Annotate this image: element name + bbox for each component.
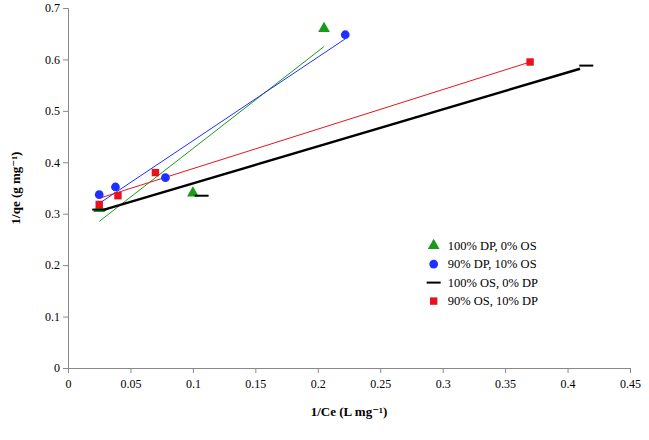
x-tick-label: 0.2: [311, 377, 326, 391]
plot: 0 0.05 0.1 0.15 0.2 0.25 0.3 0.35 0.4 0.45 0 0.1 0.2…: [45, 1, 641, 391]
y-tick-mark: [63, 8, 68, 9]
x-tick: 0.4: [561, 368, 576, 391]
x-axis: 0 0.05 0.1 0.15 0.2 0.25 0.3 0.35 0.4 0.45: [66, 368, 642, 391]
trend-line: [99, 62, 530, 198]
y-tick-label: 0.6: [45, 53, 60, 67]
y-tick: 0.5: [45, 104, 68, 118]
x-tick: 0.35: [495, 368, 516, 391]
trend-line: [99, 47, 324, 222]
point: [114, 192, 121, 199]
x-tick-label: 0.35: [495, 377, 516, 391]
point: [318, 22, 330, 32]
chart: 0 0.05 0.1 0.15 0.2 0.25 0.3 0.35 0.4 0.45 0 0.1 0.2…: [0, 0, 649, 440]
x-axis-title: 1/Ce (L mg⁻¹): [311, 404, 387, 419]
x-tick-label: 0.3: [436, 377, 451, 391]
x-tick: 0.25: [370, 368, 391, 391]
y-tick-mark: [63, 317, 68, 318]
y-tick: 0.7: [45, 1, 68, 15]
y-tick-label: 0.2: [45, 258, 60, 272]
y-tick: 0.6: [45, 53, 68, 67]
x-tick: 0.15: [245, 368, 266, 391]
legend: 100% DP, 0% OS 90% DP, 10% OS 100% OS, 0% …: [427, 239, 538, 309]
y-tick-mark: [63, 214, 68, 215]
legend-label: 90% DP, 10% OS: [448, 257, 537, 271]
trend-line: [99, 69, 580, 211]
y-tick: 0.1: [45, 310, 68, 324]
y-tick: 0.3: [45, 207, 68, 221]
x-tick-label: 0.05: [120, 377, 141, 391]
x-tick-mark: [443, 368, 444, 373]
y-axis: 0 0.1 0.2 0.3 0.4 0.5 0.6 0.7: [45, 1, 69, 375]
y-axis-line: [63, 9, 69, 369]
legend-marker: [428, 239, 440, 249]
x-tick-label: 0.25: [370, 377, 391, 391]
x-tick-mark: [505, 368, 506, 373]
point: [92, 209, 106, 211]
x-tick-label: 0.1: [186, 377, 201, 391]
y-tick-label: 0: [54, 361, 60, 375]
point: [579, 65, 593, 67]
x-tick-mark: [380, 368, 381, 373]
y-tick: 0: [54, 361, 68, 375]
legend-marker: [427, 282, 441, 284]
y-tick: 0.2: [45, 258, 68, 272]
y-tick-mark: [63, 265, 68, 266]
legend-label: 100% OS, 0% DP: [448, 276, 538, 290]
legend-label: 100% DP, 0% OS: [448, 239, 537, 253]
legend-marker: [429, 260, 438, 269]
y-tick-label: 0.1: [45, 310, 60, 324]
x-tick-label: 0.15: [245, 377, 266, 391]
y-tick-label: 0.3: [45, 207, 60, 221]
y-tick-mark: [63, 111, 68, 112]
legend-entry: 100% DP, 0% OS: [428, 239, 537, 253]
point: [161, 173, 170, 182]
x-axis-line: [69, 369, 631, 374]
y-axis-title: 1/qe (g mg⁻¹): [8, 152, 23, 225]
x-tick-mark: [130, 368, 131, 373]
x-tick: 0: [66, 368, 72, 391]
y-tick-label: 0.5: [45, 104, 60, 118]
x-tick-mark: [568, 368, 569, 373]
x-tick-mark: [318, 368, 319, 373]
trend-line: [99, 39, 345, 204]
x-tick: 0.3: [436, 368, 451, 391]
point: [152, 169, 159, 176]
point: [95, 190, 104, 199]
legend-label: 90% OS, 10% DP: [448, 294, 538, 308]
x-tick-label: 0.45: [620, 377, 641, 391]
x-tick: 0.05: [120, 368, 141, 391]
point: [341, 30, 350, 39]
legend-entry: 100% OS, 0% DP: [427, 276, 538, 290]
x-tick: 0.45: [620, 368, 641, 391]
y-tick-mark: [63, 368, 68, 369]
y-tick-label: 0.4: [45, 156, 60, 170]
x-tick-mark: [630, 368, 631, 373]
point: [195, 195, 209, 197]
point: [111, 183, 120, 192]
point: [96, 201, 103, 208]
y-tick: 0.4: [45, 156, 68, 170]
legend-marker: [430, 297, 437, 304]
legend-entry: 90% DP, 10% OS: [429, 257, 536, 271]
x-tick-mark: [255, 368, 256, 373]
y-tick-mark: [63, 59, 68, 60]
legend-entry: 90% OS, 10% DP: [430, 294, 538, 308]
x-tick-mark: [193, 368, 194, 373]
x-tick-label: 0.4: [561, 377, 576, 391]
y-tick-label: 0.7: [45, 1, 60, 15]
point: [526, 58, 533, 65]
x-tick: 0.2: [311, 368, 326, 391]
y-tick-mark: [63, 162, 68, 163]
marks: [92, 22, 593, 222]
x-tick-label: 0: [66, 377, 72, 391]
x-tick: 0.1: [186, 368, 201, 391]
